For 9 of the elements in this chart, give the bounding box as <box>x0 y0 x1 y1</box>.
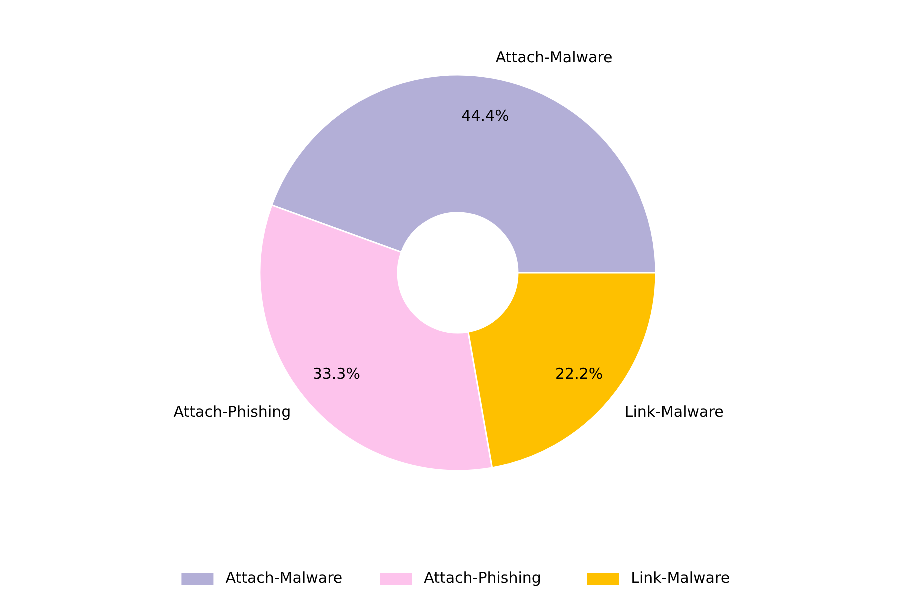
data-label: 33.3% <box>312 364 360 383</box>
legend-label: Attach-Phishing <box>424 569 542 588</box>
data-label: 22.2% <box>556 364 604 383</box>
slice-label: Attach-Malware <box>496 48 613 67</box>
slice-label: Attach-Phishing <box>174 403 292 422</box>
legend-label: Attach-Malware <box>226 569 343 588</box>
legend-label: Link-Malware <box>631 569 730 588</box>
data-label: 44.4% <box>462 107 510 126</box>
slice-label: Link-Malware <box>624 403 724 422</box>
